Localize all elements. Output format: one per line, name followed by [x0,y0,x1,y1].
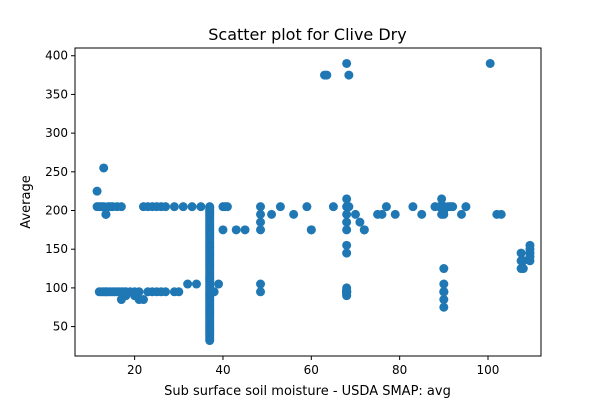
data-point [461,202,471,212]
data-point [302,202,312,212]
data-point [342,225,352,235]
data-point [342,194,352,204]
data-point [101,209,111,219]
data-point [218,225,228,235]
data-point [417,209,427,219]
data-point [256,202,266,212]
data-point [169,202,179,212]
data-point [390,209,400,219]
x-tick-label: 80 [392,363,407,377]
y-tick-label: 400 [45,49,68,63]
data-point [256,287,266,297]
data-point [342,248,352,258]
y-tick-label: 200 [45,204,68,218]
x-tick-label: 40 [215,363,230,377]
data-point [214,279,224,289]
data-point [240,225,250,235]
data-point [99,163,109,173]
chart-title: Scatter plot for Clive Dry [208,25,406,44]
data-point [322,70,332,80]
data-point [134,287,144,297]
data-point [439,295,449,305]
data-point [342,217,352,227]
data-point [439,209,449,219]
data-point [485,58,495,68]
data-point [178,202,188,212]
data-point [289,209,299,219]
data-point [196,202,206,212]
x-axis: 20 40 60 80 100 [127,356,499,377]
y-tick-label: 150 [45,242,68,256]
data-point [437,194,447,204]
data-point [267,209,277,219]
data-point [496,209,506,219]
plot-frame [74,47,542,357]
data-point [342,283,352,293]
data-point [448,202,458,212]
x-tick-label: 20 [127,363,142,377]
data-point [161,202,171,212]
data-point [231,225,241,235]
data-point [350,209,360,219]
data-point [116,202,126,212]
y-tick-label: 250 [45,165,68,179]
data-point [344,202,354,212]
data-point [205,202,215,212]
data-point [408,202,418,212]
data-point [344,70,354,80]
data-point [525,256,535,266]
data-point [183,279,193,289]
data-point [359,225,369,235]
x-tick-label: 100 [477,363,500,377]
x-axis-label: Sub surface soil moisture - USDA SMAP: a… [164,384,451,399]
data-point [275,202,285,212]
y-axis: 50 100 150 200 250 300 350 400 [45,49,75,334]
data-point [256,279,266,289]
data-point [516,248,526,258]
y-tick-label: 350 [45,87,68,101]
data-point [518,264,528,274]
data-point [256,209,266,219]
y-tick-label: 50 [53,320,68,334]
data-point [439,264,449,274]
data-point [222,202,232,212]
y-axis-label: Average [19,175,34,228]
data-point [92,186,102,196]
data-point [161,287,171,297]
data-point [381,202,391,212]
data-point [328,202,338,212]
y-tick-label: 300 [45,126,68,140]
y-tick-label: 100 [45,281,68,295]
data-point [439,279,449,289]
data-point [101,287,111,297]
x-tick-label: 60 [304,363,319,377]
data-point [256,225,266,235]
data-point [342,209,352,219]
data-points [92,58,535,346]
data-point [355,217,365,227]
data-point [174,287,184,297]
data-point [138,295,148,305]
data-point [439,302,449,312]
data-point [121,291,131,301]
data-point [439,287,449,297]
data-point [191,279,201,289]
data-point [342,240,352,250]
data-point [256,217,266,227]
data-point [377,209,387,219]
data-point [342,58,352,68]
data-point [518,256,528,266]
data-point [187,202,197,212]
data-point [306,225,316,235]
data-point [456,209,466,219]
